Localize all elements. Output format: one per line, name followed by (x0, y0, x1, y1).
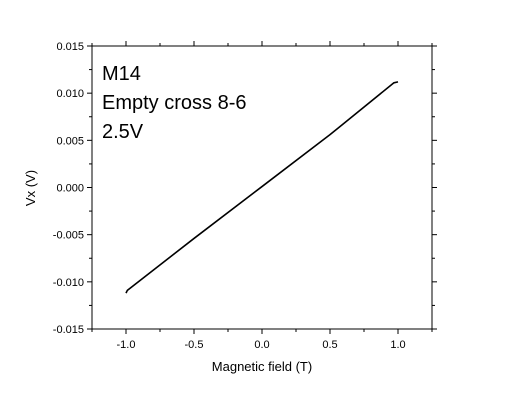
x-tick-label: 0.5 (322, 339, 337, 351)
y-tick-label: 0.015 (56, 41, 84, 53)
x-axis-title: Magnetic field (T) (212, 359, 312, 374)
y-tick-label: 0.000 (56, 183, 84, 195)
y-tick-label: 0.005 (56, 135, 84, 147)
x-tick-label: 1.0 (390, 339, 405, 351)
y-tick-label: -0.015 (53, 324, 84, 336)
ticks-layer: -1.0 -0.5 0.0 0.5 1.0 -0.015 -0.010 -0.005 0.000… (53, 41, 437, 351)
annotation-voltage: 2.5V (102, 121, 144, 143)
annotation-sample: M14 (102, 63, 141, 85)
series-line (125, 81, 399, 294)
y-tick-label: 0.010 (56, 88, 84, 100)
annotation-device: Empty cross 8-6 (102, 92, 246, 114)
y-tick-label: -0.010 (53, 277, 84, 289)
y-axis-title: Vx (V) (23, 170, 38, 206)
y-tick-label: -0.005 (53, 230, 84, 242)
x-tick-label: 0.0 (254, 339, 269, 351)
x-tick-label: -0.5 (185, 339, 204, 351)
x-tick-label: -1.0 (117, 339, 136, 351)
series-layer (125, 81, 399, 294)
